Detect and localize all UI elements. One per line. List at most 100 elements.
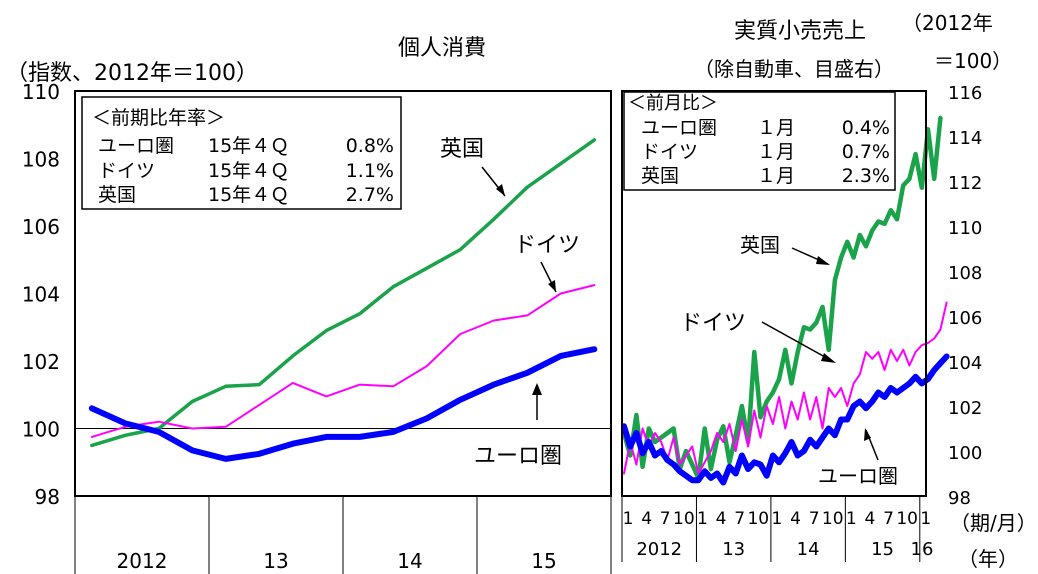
- annotation-germany-left: ドイツ: [514, 233, 580, 258]
- annotation-arrowhead: [548, 280, 556, 292]
- y-tick-label-right: 104: [948, 353, 982, 374]
- y-axis-ticks-left: 98 100 102 104 106 108 110: [22, 80, 60, 509]
- x-year-label-left: 14: [397, 549, 422, 573]
- year-unit-label: （年）: [958, 547, 1018, 571]
- y-tick-label-left: 108: [22, 148, 60, 172]
- x-month-label: 4: [716, 509, 727, 529]
- inset-row-value: 0.8%: [346, 135, 394, 157]
- inset-row-label: ユーロ圏: [641, 117, 717, 139]
- x-month-label: 4: [865, 509, 876, 529]
- annotation-euro-right: ユーロ圏: [818, 464, 898, 488]
- y-tick-label-left: 98: [35, 485, 60, 509]
- annotation-uk-right: 英国: [740, 233, 780, 257]
- inset-header-left: ＜前期比年率＞: [92, 107, 225, 129]
- y-axis-ticks-right: 98 100 102 104 106 108 110 112 114 116: [948, 83, 982, 509]
- inset-box-left: [81, 96, 402, 210]
- x-unit-label: （期/月）: [950, 511, 1037, 535]
- x-month-label: 7: [660, 509, 671, 529]
- x-month-label: 1: [697, 509, 708, 529]
- series-group-left: [88, 138, 598, 462]
- y-axis-label-right-line2: ＝100）: [934, 49, 1012, 73]
- annotation-euro-left: ユーロ圏: [474, 444, 562, 469]
- x-month-label: 7: [734, 509, 745, 529]
- chart-title-right: 実質小売売上: [734, 19, 866, 44]
- inset-table-right: ＜前月比＞ ユーロ圏 １月 0.4% ドイツ １月 0.7% 英国 １月 2.3…: [623, 91, 896, 191]
- x-month-label: 10: [822, 509, 844, 529]
- inset-header-right: ＜前月比＞: [628, 93, 718, 114]
- inset-row-period: 15年４Ｑ: [208, 184, 289, 206]
- annotation-arrowhead: [821, 353, 836, 363]
- annotation-uk-left: 英国: [440, 137, 484, 162]
- x-year-label-right: 15: [871, 539, 894, 560]
- y-tick-label-right: 98: [948, 488, 971, 509]
- y-tick-label-left: 110: [22, 80, 60, 104]
- x-month-label: 10: [673, 509, 695, 529]
- annotation-arrowhead: [864, 428, 871, 441]
- series-line-germany-left: [90, 284, 596, 438]
- y-axis-label-left: （指数、2012年＝100）: [6, 61, 258, 86]
- inset-box-right: [623, 91, 896, 191]
- y-tick-label-left: 102: [22, 350, 60, 374]
- y-tick-label-left: 104: [22, 283, 60, 307]
- annotations-left: 英国 ドイツ ユーロ圏: [440, 137, 580, 469]
- y-tick-label-right: 112: [948, 173, 982, 194]
- annotations-right: 英国 ドイツ ユーロ圏: [680, 233, 898, 488]
- series-line-uk-left: [90, 138, 597, 448]
- inset-row-value: 2.3%: [842, 165, 890, 187]
- plot-frame-right: [621, 90, 927, 497]
- x-month-label: 1: [623, 509, 634, 529]
- inset-row-period: １月: [757, 165, 795, 187]
- x-year-label-right: 2012: [636, 539, 682, 560]
- x-year-label-right: 14: [797, 539, 820, 560]
- inset-row-period: 15年４Ｑ: [208, 135, 289, 157]
- x-month-label: 4: [790, 509, 801, 529]
- y-tick-label-right: 102: [948, 398, 982, 419]
- inset-row-period: 15年４Ｑ: [208, 160, 289, 182]
- inset-row-period: １月: [757, 141, 795, 163]
- x-month-label: 1: [846, 509, 857, 529]
- inset-table-left: ＜前期比年率＞ ユーロ圏 15年４Ｑ 0.8% ドイツ 15年４Ｑ 1.1% 英…: [81, 96, 402, 210]
- inset-row-period: １月: [757, 117, 795, 139]
- inset-row-label: 英国: [98, 184, 136, 206]
- x-year-label-left: 15: [531, 549, 556, 573]
- annotation-arrowhead: [496, 184, 505, 196]
- y-axis-label-right-line1: （2012年: [902, 11, 993, 35]
- y-tick-label-right: 110: [948, 218, 982, 239]
- y-tick-label-right: 108: [948, 263, 982, 284]
- series-group-right: [621, 115, 950, 486]
- y-tick-label-left: 106: [22, 215, 60, 239]
- inset-row-value: 0.7%: [842, 141, 890, 163]
- x-year-label-left: 13: [263, 549, 288, 573]
- x-month-label: 1: [920, 509, 931, 529]
- x-month-label: 1: [771, 509, 782, 529]
- x-month-label: 10: [896, 509, 918, 529]
- y-tick-label-right: 116: [948, 83, 982, 104]
- annotation-arrow: [761, 321, 835, 363]
- series-line-euro-area-left: [88, 346, 598, 462]
- inset-row-label: ドイツ: [98, 160, 155, 182]
- series-line-euro-area-right: [621, 353, 950, 486]
- y-tick-label-right: 100: [948, 443, 982, 464]
- y-axis-label-right: （2012年 ＝100）: [902, 11, 1012, 73]
- inset-row-value: 1.1%: [346, 160, 394, 182]
- x-month-label: 10: [747, 509, 769, 529]
- inset-row-label: 英国: [641, 165, 679, 187]
- annotation-arrowhead: [532, 383, 542, 395]
- x-month-label: 7: [883, 509, 894, 529]
- chart-subtitle-right: （除自動車、目盛右）: [694, 57, 894, 81]
- chart-title-left: 個人消費: [398, 36, 486, 61]
- y-tick-label-right: 114: [948, 128, 982, 149]
- x-year-label-left: 2012: [117, 549, 168, 573]
- y-tick-label-right: 106: [948, 308, 982, 329]
- x-month-label: 4: [641, 509, 652, 529]
- x-year-label-right: 13: [722, 539, 745, 560]
- inset-row-value: 0.4%: [842, 117, 890, 139]
- x-year-label-right: 16: [911, 539, 934, 560]
- inset-row-label: ユーロ圏: [98, 135, 174, 157]
- series-line-germany-right: [623, 301, 948, 475]
- y-tick-label-left: 100: [22, 418, 60, 442]
- x-axis-left: 2012 13 14 15: [74, 496, 612, 574]
- annotation-arrowhead: [816, 256, 830, 265]
- annotation-germany-right: ドイツ: [680, 311, 746, 336]
- inset-row-label: ドイツ: [641, 141, 698, 163]
